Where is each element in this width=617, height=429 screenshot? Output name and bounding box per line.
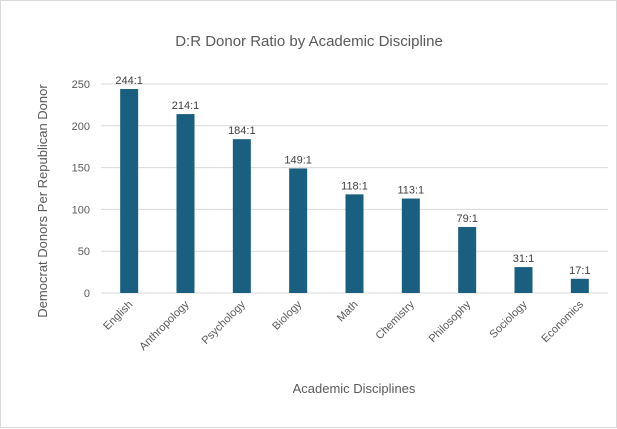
data-label: 31:1 <box>513 253 534 265</box>
bar <box>570 278 589 293</box>
data-label: 149:1 <box>284 154 312 166</box>
bar <box>458 226 477 293</box>
data-label: 244:1 <box>115 75 143 87</box>
x-tick-label: Economics <box>539 298 586 345</box>
data-label: 184:1 <box>228 125 256 137</box>
y-tick-label: 50 <box>78 246 90 258</box>
y-tick-label: 0 <box>84 288 90 300</box>
x-tick-label: Math <box>335 299 361 325</box>
bar <box>401 198 420 293</box>
y-tick-label: 200 <box>72 121 90 133</box>
y-axis-ticks: 0 50 100 150 200 250 <box>72 79 90 300</box>
x-tick-label: Sociology <box>487 298 530 341</box>
y-tick-label: 250 <box>72 79 90 91</box>
x-tick-label: Chemistry <box>373 298 417 342</box>
bar <box>120 89 139 294</box>
bar <box>514 267 533 293</box>
y-axis-title: Democrat Donors Per Republican Donor <box>35 84 50 318</box>
data-label: 118:1 <box>341 180 368 192</box>
x-tick-label: Biology <box>270 298 304 332</box>
data-label: 214:1 <box>172 100 200 112</box>
bars <box>120 89 589 294</box>
data-label: 79:1 <box>456 213 477 225</box>
x-tick-label: Anthropology <box>137 298 192 353</box>
y-tick-label: 150 <box>72 163 90 175</box>
y-tick-label: 100 <box>72 204 90 216</box>
x-axis-title: Academic Disciplines <box>293 381 416 396</box>
bar <box>176 114 195 293</box>
x-tick-label: Philosophy <box>427 298 474 345</box>
x-tick-label: English <box>101 299 135 333</box>
bar <box>345 194 364 293</box>
data-labels: 244:1 214:1 184:1 149:1 118:1 113:1 79:1 31:1 17… <box>115 75 590 277</box>
data-label: 17:1 <box>569 265 590 277</box>
x-tick-label: Psychology <box>200 298 249 347</box>
data-label: 113:1 <box>397 185 424 197</box>
bar <box>232 139 251 293</box>
bar <box>289 168 308 293</box>
chart-title: D:R Donor Ratio by Academic Discipline <box>175 33 443 50</box>
x-axis-categories: English Anthropology Psychology Biology Math… <box>101 298 586 353</box>
